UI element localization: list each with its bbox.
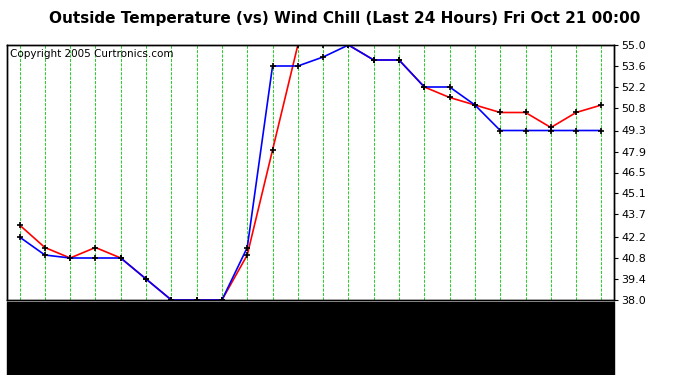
Text: Outside Temperature (vs) Wind Chill (Last 24 Hours) Fri Oct 21 00:00: Outside Temperature (vs) Wind Chill (Las… bbox=[49, 11, 641, 26]
Text: Copyright 2005 Curtronics.com: Copyright 2005 Curtronics.com bbox=[10, 49, 173, 59]
